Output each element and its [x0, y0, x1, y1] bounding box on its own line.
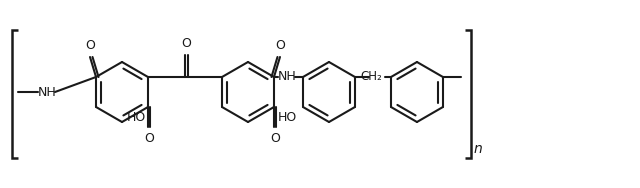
Text: O: O	[270, 132, 280, 145]
Text: HO: HO	[127, 111, 146, 124]
Text: NH: NH	[38, 86, 57, 99]
Text: O: O	[181, 37, 191, 50]
Text: NH: NH	[278, 70, 297, 83]
Text: O: O	[144, 132, 154, 145]
Text: n: n	[474, 142, 483, 156]
Text: O: O	[85, 39, 95, 52]
Text: CH₂: CH₂	[360, 70, 382, 83]
Text: HO: HO	[278, 111, 297, 124]
Text: O: O	[275, 39, 285, 52]
